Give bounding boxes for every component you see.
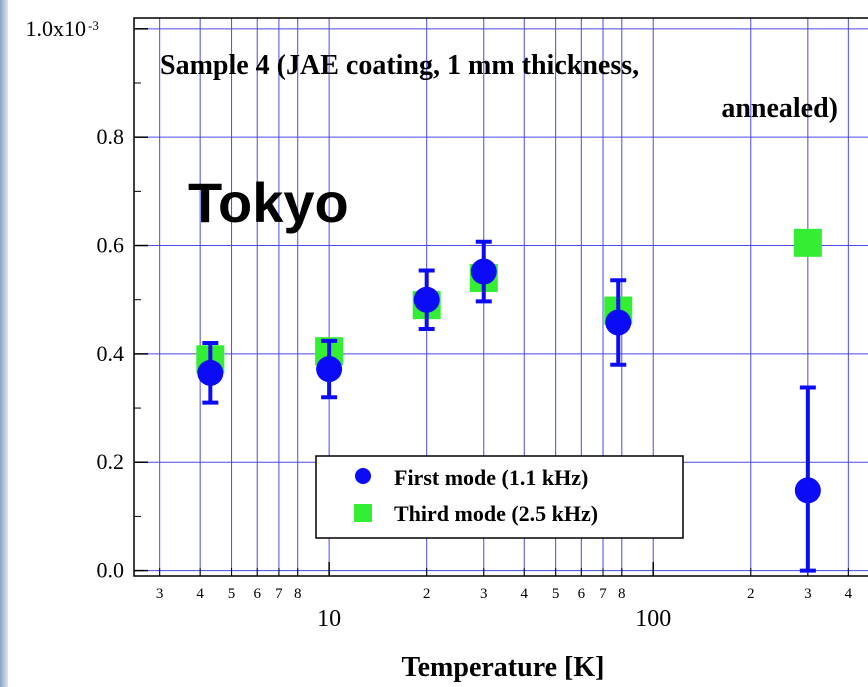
slide-edge-strip bbox=[0, 0, 8, 687]
y-tick-label: 0.8 bbox=[97, 124, 125, 149]
data-series bbox=[196, 228, 822, 573]
x-minor-tick-label: 6 bbox=[253, 586, 261, 602]
legend-label-third-mode: Third mode (2.5 kHz) bbox=[394, 501, 598, 526]
chart-title-line2: annealed) bbox=[721, 93, 838, 124]
x-minor-tick-label: 3 bbox=[480, 586, 488, 602]
x-major-tick-label: 100 bbox=[635, 606, 671, 632]
x-minor-tick-label: 5 bbox=[552, 586, 560, 602]
ticks-layer bbox=[134, 28, 849, 576]
x-minor-tick-label: 5 bbox=[228, 586, 236, 602]
x-minor-tick-label: 8 bbox=[294, 586, 302, 602]
first-mode-point bbox=[605, 309, 632, 336]
third-mode-point bbox=[793, 228, 822, 257]
x-minor-tick-label: 6 bbox=[578, 586, 586, 602]
legend-marker-first-mode bbox=[355, 468, 371, 484]
first-mode-point bbox=[794, 477, 821, 504]
legend-marker-third-mode bbox=[354, 504, 372, 522]
plot-frame bbox=[133, 17, 868, 577]
x-minor-tick-label: 4 bbox=[196, 586, 204, 602]
legend-label-first-mode: First mode (1.1 kHz) bbox=[394, 465, 588, 490]
x-minor-tick-label: 4 bbox=[520, 586, 528, 602]
x-minor-tick-label: 2 bbox=[747, 586, 755, 602]
first-mode-point bbox=[470, 258, 497, 285]
x-minor-tick-label: 7 bbox=[599, 586, 607, 602]
legend: First mode (1.1 kHz) Third mode (2.5 kHz… bbox=[315, 455, 684, 539]
y-tick-label: 0.0 bbox=[97, 558, 125, 583]
y-tick-label: 1.0x10 bbox=[26, 16, 87, 41]
x-axis-label: Temperature [K] bbox=[402, 652, 605, 683]
first-mode-point bbox=[316, 356, 343, 383]
x-minor-tick-label: 4 bbox=[845, 586, 853, 602]
first-mode-point bbox=[197, 359, 224, 386]
x-minor-tick-label: 2 bbox=[423, 586, 431, 602]
x-minor-tick-label: 3 bbox=[804, 586, 812, 602]
x-major-tick-label: 10 bbox=[317, 606, 341, 632]
y-tick-label: 0.4 bbox=[97, 341, 125, 366]
chart-title-line1: Sample 4 (JAE coating, 1 mm thickness, bbox=[160, 50, 639, 81]
tokyo-overlay-label: Tokyo bbox=[188, 171, 349, 234]
x-minor-tick-label: 8 bbox=[618, 586, 626, 602]
y-tick-label: 0.6 bbox=[97, 233, 125, 258]
y-tick-label: 0.2 bbox=[97, 449, 125, 474]
x-minor-tick-label: 3 bbox=[156, 586, 164, 602]
y-exponent-label: -3 bbox=[88, 18, 99, 33]
legend-box bbox=[315, 455, 684, 539]
first-mode-point bbox=[413, 286, 440, 313]
x-minor-tick-label: 7 bbox=[275, 586, 283, 602]
